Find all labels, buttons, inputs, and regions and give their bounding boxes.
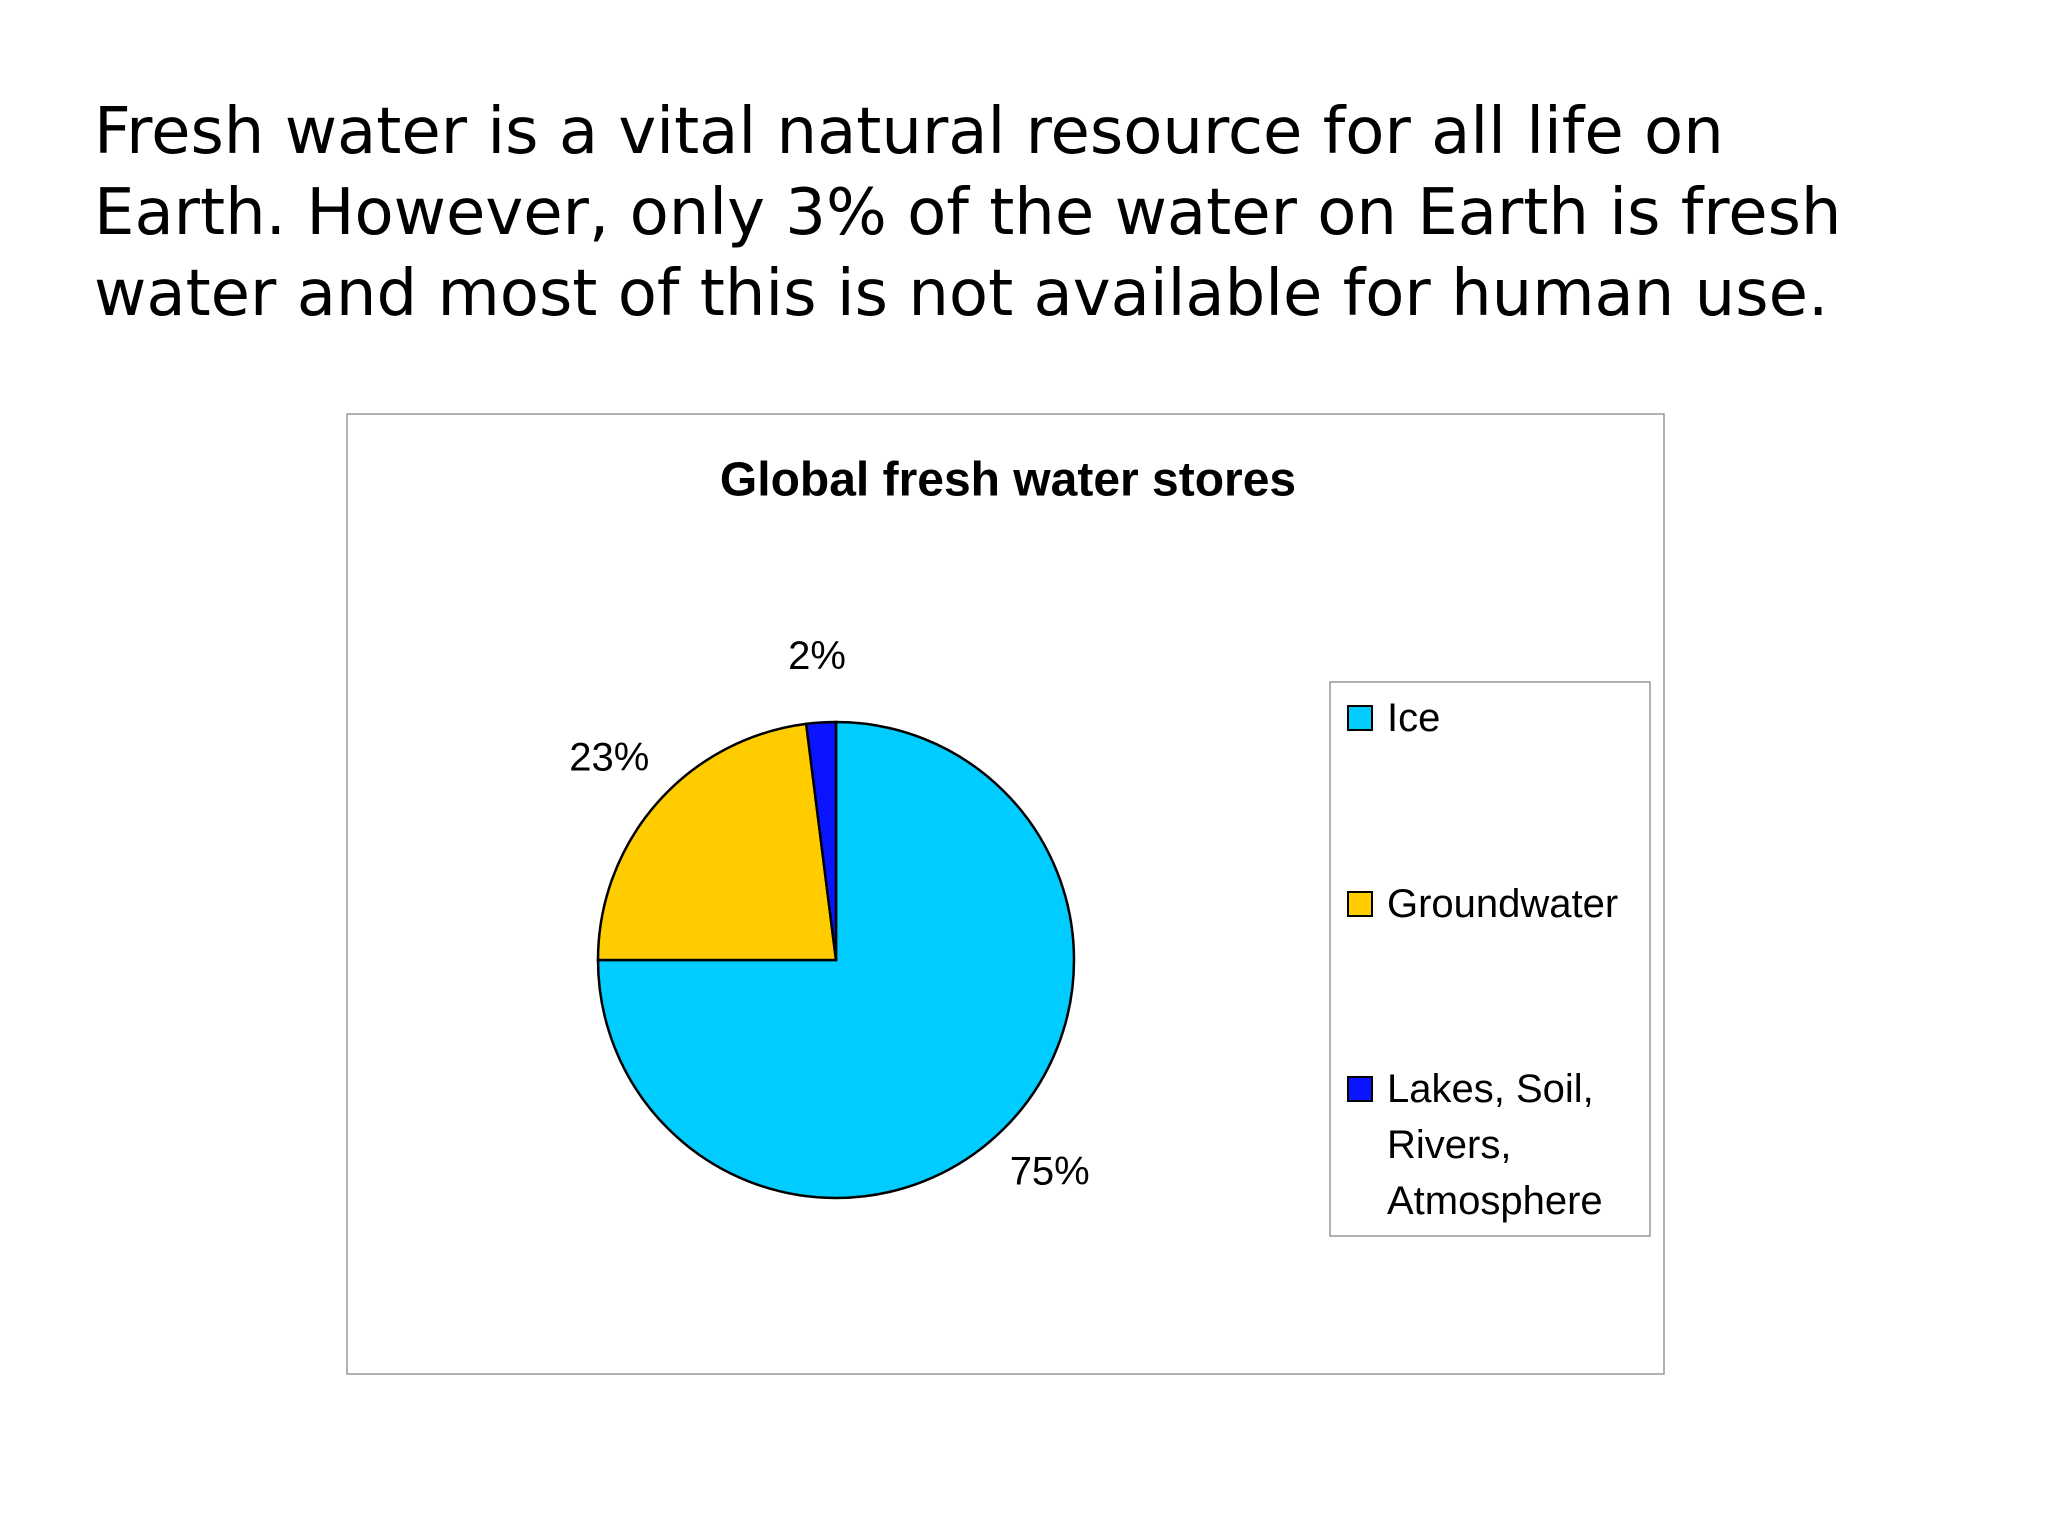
data-label: 2% — [788, 634, 846, 678]
paragraph-line: water and most of this is not available … — [94, 257, 1829, 331]
legend-box — [1329, 681, 1651, 1237]
data-label: 23% — [569, 736, 649, 780]
legend-swatch — [1347, 891, 1373, 917]
paragraph-line: Earth. However, only 3% of the water on … — [94, 176, 1842, 250]
legend-swatch — [1347, 1076, 1373, 1102]
legend-swatch — [1347, 705, 1373, 731]
paragraph-line: Fresh water is a vital natural resource … — [94, 95, 1724, 169]
chart-title: Global fresh water stores — [720, 454, 1296, 507]
pie-slice — [596, 720, 1076, 1200]
data-label: 75% — [1010, 1149, 1090, 1193]
pie-slice — [804, 720, 838, 961]
pie-slice — [596, 722, 838, 962]
legend-label: Groundwater — [1387, 882, 1619, 926]
paragraph: Fresh water is a vital natural resource … — [94, 92, 1841, 335]
legend-label: Lakes, Soil, Rivers, Atmosphere — [1387, 1067, 1603, 1223]
legend-label: Ice — [1387, 696, 1441, 740]
